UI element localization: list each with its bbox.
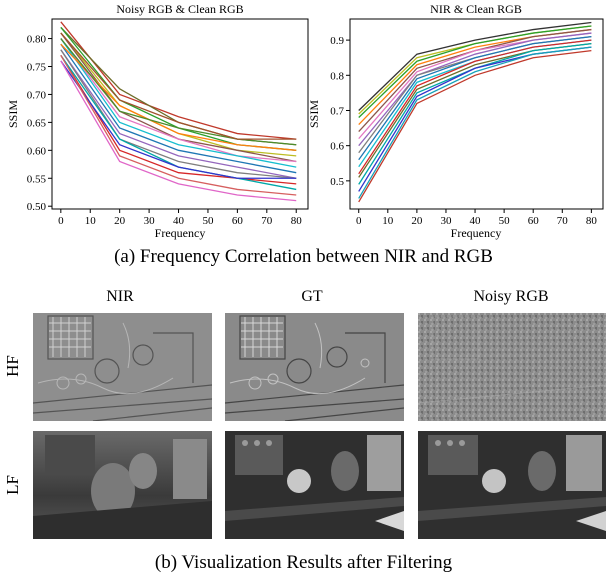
chart-left-xtick-label: 0: [58, 215, 64, 227]
image-noisy-rgb-hf: [418, 313, 606, 421]
chart-right-ytick-label: 0.9: [330, 35, 344, 47]
chart-right-xtick-label: 60: [528, 215, 540, 227]
chart-right-xtick-label: 70: [557, 215, 569, 227]
chart-left-series-line-14: [60, 60, 297, 202]
chart-right-series-line-15: [358, 50, 592, 203]
column-title-gt: GT: [301, 288, 323, 305]
row-label-hf: HF: [3, 355, 22, 377]
chart-right-xtick-label: 50: [499, 215, 511, 227]
chart-left-ylabel: SSIM: [6, 100, 20, 128]
image-gt-lf: [225, 431, 404, 539]
chart-right-plot-frame: [349, 18, 604, 210]
chart-right-xtick-label: 0: [356, 215, 362, 227]
chart-left-ytick-label: 0.50: [27, 201, 47, 213]
chart-left-series-line-13: [60, 60, 297, 179]
row-label-lf: LF: [3, 475, 22, 495]
chart-left-plot-frame: [51, 18, 309, 210]
chart-nir-vs-clean: NIR & Clean RGB 0 10 20 30 40 50 60 70 80 0.5 0.6 0…: [310, 2, 604, 240]
chart-left-ytick-label: 0.80: [27, 34, 47, 46]
chart-right-xtick-label: 40: [470, 215, 482, 227]
chart-left-series-line-8: [60, 43, 297, 151]
chart-noisy-vs-clean: Noisy RGB & Clean RGB 0 10 20 30 40 50 60 70 80 0…: [6, 2, 309, 240]
chart-right-series-line-14: [358, 46, 592, 199]
caption-b: (b) Visualization Results after Filterin…: [154, 552, 453, 573]
chart-right-series-line-10: [358, 39, 592, 175]
chart-left-xtick-label: 20: [114, 215, 126, 227]
chart-right-series-line-2: [358, 25, 592, 118]
chart-left-series-line-9: [60, 49, 297, 179]
chart-right-title: NIR & Clean RGB: [430, 2, 522, 16]
chart-right-xtick-label: 30: [440, 215, 452, 227]
chart-right-ytick-label: 0.5: [330, 176, 344, 188]
chart-left-xlabel: Frequency: [155, 226, 206, 240]
chart-right-ytick-label: 0.7: [330, 105, 344, 117]
chart-left-xtick-label: 80: [291, 215, 303, 227]
chart-right-xlabel: Frequency: [451, 226, 502, 240]
chart-left-ytick-label: 0.75: [27, 62, 47, 74]
chart-left-ytick-label: 0.60: [27, 145, 47, 157]
chart-right-xtick-label: 80: [586, 215, 598, 227]
chart-right-series-line-13: [358, 46, 592, 192]
column-title-nir: NIR: [106, 288, 134, 305]
chart-right-series-line-6: [358, 32, 592, 147]
chart-left-ytick-label: 0.70: [27, 89, 47, 101]
chart-right-series-line-8: [358, 35, 592, 161]
chart-left-series-line-11: [60, 54, 297, 185]
chart-left-series-line-17: [60, 32, 297, 140]
chart-left-series-line-0: [60, 21, 297, 140]
image-nir-lf: [33, 431, 212, 539]
chart-right-xtick-label: 10: [382, 215, 394, 227]
chart-left-series-line-15: [60, 54, 297, 196]
column-title-noisy-rgb: Noisy RGB: [473, 288, 549, 305]
chart-left-xtick-label: 10: [85, 215, 97, 227]
chart-left-title: Noisy RGB & Clean RGB: [116, 2, 243, 16]
caption-a: (a) Frequency Correlation between NIR an…: [114, 246, 493, 267]
chart-left-xtick-label: 60: [232, 215, 244, 227]
chart-left-ytick-label: 0.55: [27, 173, 47, 185]
chart-right-ylabel: SSIM: [310, 100, 321, 128]
chart-left-xtick-label: 70: [261, 215, 273, 227]
chart-left-series-line-7: [60, 43, 297, 174]
chart-left-xtick-label: 40: [173, 215, 185, 227]
image-gt-hf: [225, 313, 404, 421]
chart-right-series-line-5: [358, 32, 592, 140]
chart-left-series-line-5: [60, 38, 297, 163]
chart-right-xtick-label: 20: [411, 215, 423, 227]
chart-left-xtick-label: 50: [202, 215, 214, 227]
chart-right-series-line-1: [358, 25, 592, 115]
image-noisy-rgb-lf: [418, 431, 606, 539]
chart-left-series-line-4: [60, 32, 297, 163]
chart-left-series-line-16: [60, 38, 297, 146]
chart-right-ytick-label: 0.6: [330, 141, 344, 153]
image-nir-hf: [33, 313, 212, 421]
chart-left-xtick-label: 30: [144, 215, 156, 227]
chart-left-series-line-6: [60, 38, 297, 168]
chart-right-ytick-label: 0.8: [330, 70, 344, 82]
chart-left-ytick-label: 0.65: [27, 117, 47, 129]
chart-right-series-line-0: [358, 21, 592, 111]
chart-left-series-line-10: [60, 49, 297, 179]
